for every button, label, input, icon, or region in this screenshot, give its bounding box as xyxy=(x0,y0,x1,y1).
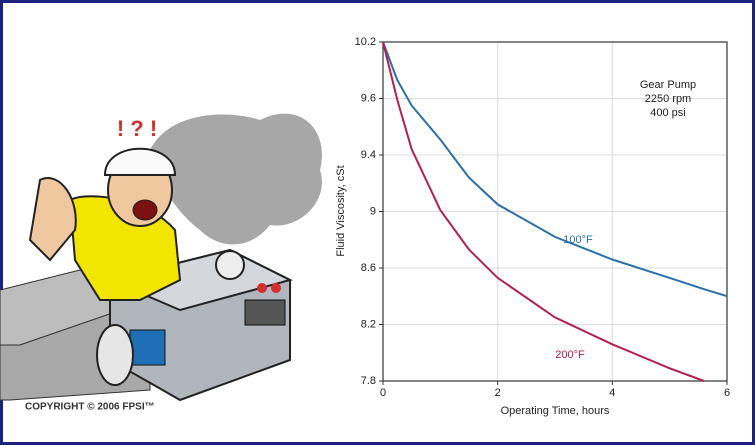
series-line xyxy=(382,41,705,382)
y-tick-label: 9 xyxy=(370,205,376,217)
y-tick-label: 8.6 xyxy=(361,262,376,274)
smoke xyxy=(150,113,322,245)
mouth xyxy=(132,199,158,221)
x-tick-label: 6 xyxy=(724,387,730,399)
x-axis-label: Operating Time, hours xyxy=(501,405,610,417)
exclamation: ! ? ! xyxy=(117,116,157,141)
helmet xyxy=(103,147,177,176)
coupling xyxy=(96,324,134,386)
gauge xyxy=(215,250,245,280)
copyright: COPYRIGHT © 2006 FPSI™ xyxy=(25,402,155,413)
series-label: 100°F xyxy=(563,234,593,246)
valves xyxy=(244,299,286,326)
worker-hand xyxy=(28,177,77,262)
y-axis-label: Fluid Viscosity, cSt xyxy=(335,165,347,256)
y-tick-label: 9.6 xyxy=(361,92,376,104)
y-tick-label: 8.2 xyxy=(361,318,376,330)
x-tick-label: 0 xyxy=(380,387,386,399)
x-tick-label: 2 xyxy=(495,387,501,399)
plot-frame xyxy=(382,41,728,382)
chart: Fluid Viscosity, cSt Operating Time, hou… xyxy=(335,36,730,417)
valve xyxy=(257,283,267,293)
series-line xyxy=(382,41,728,298)
annotation: 400 psi xyxy=(650,107,685,119)
annotation: Gear Pump xyxy=(640,79,696,91)
valve xyxy=(271,283,281,293)
y-tick-label: 7.8 xyxy=(361,375,376,387)
x-tick-label: 4 xyxy=(609,387,615,399)
series-label: 200°F xyxy=(555,349,585,361)
illustration: ! ? ! COPYRIGHT © 2006 FPSI™ xyxy=(0,113,322,413)
y-tick-label: 9.4 xyxy=(361,149,376,161)
pump xyxy=(129,329,166,366)
y-tick-label: 10.2 xyxy=(355,36,376,48)
annotation: 2250 rpm xyxy=(645,93,691,105)
